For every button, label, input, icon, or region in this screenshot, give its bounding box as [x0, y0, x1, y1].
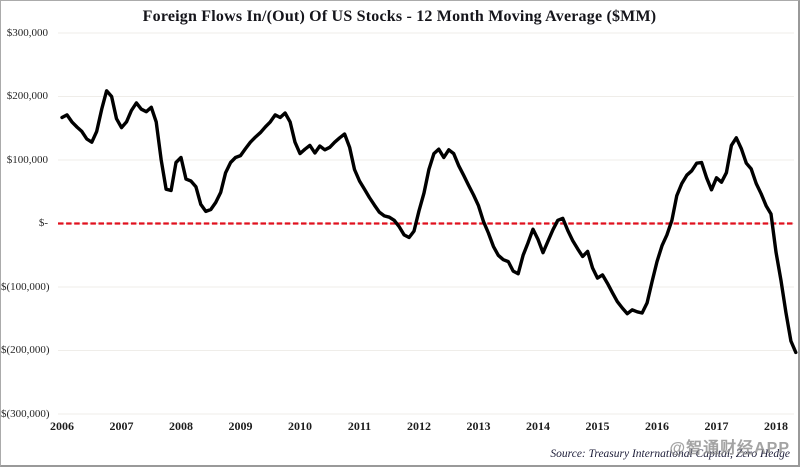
- x-axis-tick-label: 2009: [228, 419, 253, 433]
- x-axis-tick-label: 2015: [585, 419, 610, 433]
- y-axis-tick-label: $(300,000): [1, 407, 50, 420]
- watermark: @智通财经APP: [669, 440, 790, 457]
- x-axis-tick-label: 2016: [645, 419, 669, 433]
- x-axis-tick-label: 2012: [407, 419, 431, 433]
- x-axis-tick-label: 2010: [288, 419, 312, 433]
- y-axis-tick-label: $300,000: [6, 26, 48, 39]
- x-axis-tick-label: 2007: [109, 419, 134, 433]
- x-axis-tick-label: 2008: [169, 419, 193, 433]
- x-axis-tick-label: 2014: [526, 419, 550, 433]
- x-axis-tick-label: 2006: [50, 419, 74, 433]
- y-axis-tick-label: $(200,000): [1, 344, 50, 356]
- source-note: Source: Treasury International Capital, …: [550, 448, 790, 460]
- x-axis-tick-label: 2011: [347, 419, 372, 433]
- x-axis-tick-label: 2017: [704, 419, 729, 433]
- y-axis-tick-label: $-: [38, 217, 48, 229]
- x-axis-tick-label: 2013: [466, 419, 491, 433]
- y-axis-tick-label: $200,000: [6, 90, 48, 102]
- y-axis-tick-label: $100,000: [6, 153, 48, 166]
- chart-title: Foreign Flows In/(Out) Of US Stocks - 12…: [142, 8, 657, 25]
- flow-series-line: [60, 89, 798, 355]
- x-axis-tick-label: 2018: [764, 419, 788, 433]
- y-axis-tick-label: $(100,000): [1, 280, 50, 293]
